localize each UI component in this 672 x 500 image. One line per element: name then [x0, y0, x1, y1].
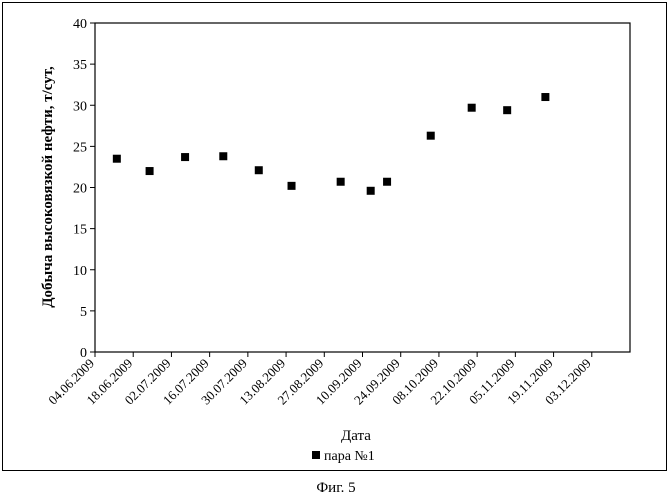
- legend-label: пара №1: [324, 449, 375, 464]
- y-tick-label: 25: [73, 140, 87, 155]
- y-tick-label: 30: [73, 99, 87, 114]
- data-point: [383, 178, 391, 186]
- y-tick-label: 20: [73, 182, 87, 197]
- legend: пара №1: [312, 449, 375, 464]
- data-point: [113, 155, 121, 163]
- data-point: [468, 104, 476, 112]
- y-axis-title: Добыча высоковязкой нефти, т/сут,: [40, 66, 56, 308]
- figure-caption: Фиг. 5: [0, 480, 672, 497]
- data-point: [146, 167, 154, 175]
- data-point: [367, 187, 375, 195]
- y-tick-label: 40: [73, 17, 87, 32]
- data-point: [541, 93, 549, 101]
- data-point: [288, 182, 296, 190]
- data-point: [181, 153, 189, 161]
- x-axis-title: Дата: [341, 428, 371, 444]
- plot-area: [95, 23, 630, 352]
- data-point: [427, 132, 435, 140]
- legend-marker: [312, 451, 320, 459]
- y-tick-label: 10: [73, 264, 87, 279]
- data-point: [219, 152, 227, 160]
- data-point: [503, 106, 511, 114]
- y-tick-label: 35: [73, 58, 87, 73]
- y-tick-label: 5: [80, 305, 87, 320]
- y-tick-label: 15: [73, 223, 87, 238]
- data-point: [337, 178, 345, 186]
- data-point: [255, 166, 263, 174]
- scatter-chart: 051015202530354004.06.200918.06.200902.0…: [0, 0, 672, 475]
